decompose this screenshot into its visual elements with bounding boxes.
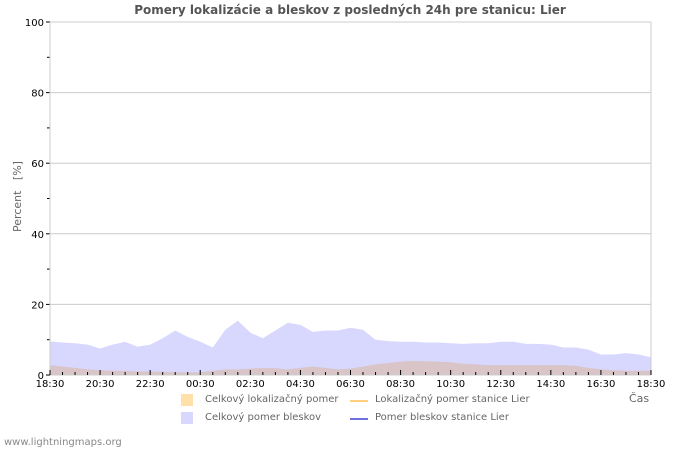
x-axis-label: Čas [629, 392, 650, 405]
chart-title: Pomery lokalizácie a bleskov z poslednýc… [134, 3, 566, 17]
x-tick-label: 18:30 [36, 379, 65, 390]
legend-swatch-bleskov [181, 412, 193, 424]
y-tick-label: 40 [31, 230, 44, 241]
x-tick-label: 18:30 [637, 379, 666, 390]
watermark: www.lightningmaps.org [4, 437, 122, 448]
x-tick-label: 10:30 [436, 379, 465, 390]
legend-label-bleskov: Celkový pomer bleskov [205, 412, 322, 423]
y-tick-label: 20 [31, 300, 44, 311]
x-tick-label: 06:30 [336, 379, 365, 390]
x-tick-label: 02:30 [236, 379, 265, 390]
x-tick-label: 12:30 [486, 379, 515, 390]
legend-line-bleskov-stanica [350, 418, 368, 420]
legend-line-lokalizacny-stanica [350, 400, 368, 402]
x-tick-label: 20:30 [86, 379, 115, 390]
x-tick-label: 04:30 [286, 379, 315, 390]
x-tick-label: 16:30 [587, 379, 616, 390]
area-celkovy-pomer-bleskov [50, 320, 651, 375]
legend-label-lokalizacny: Celkový lokalizačný pomer [205, 394, 339, 405]
legend-label-lokalizacny-stanica: Lokalizačný pomer stanice Lier [375, 394, 530, 405]
y-tick-label: 80 [31, 89, 44, 100]
y-tick-label: 100 [25, 18, 44, 29]
x-tick-label: 00:30 [186, 379, 215, 390]
legend-label-bleskov-stanica: Pomer bleskov stanice Lier [375, 412, 509, 423]
x-tick-label: 08:30 [386, 379, 415, 390]
x-tick-label: 14:30 [536, 379, 565, 390]
legend-swatch-lokalizacny [181, 394, 193, 406]
y-tick-label: 60 [31, 159, 44, 170]
y-tick-label: 0 [38, 371, 44, 382]
x-tick-label: 22:30 [136, 379, 165, 390]
